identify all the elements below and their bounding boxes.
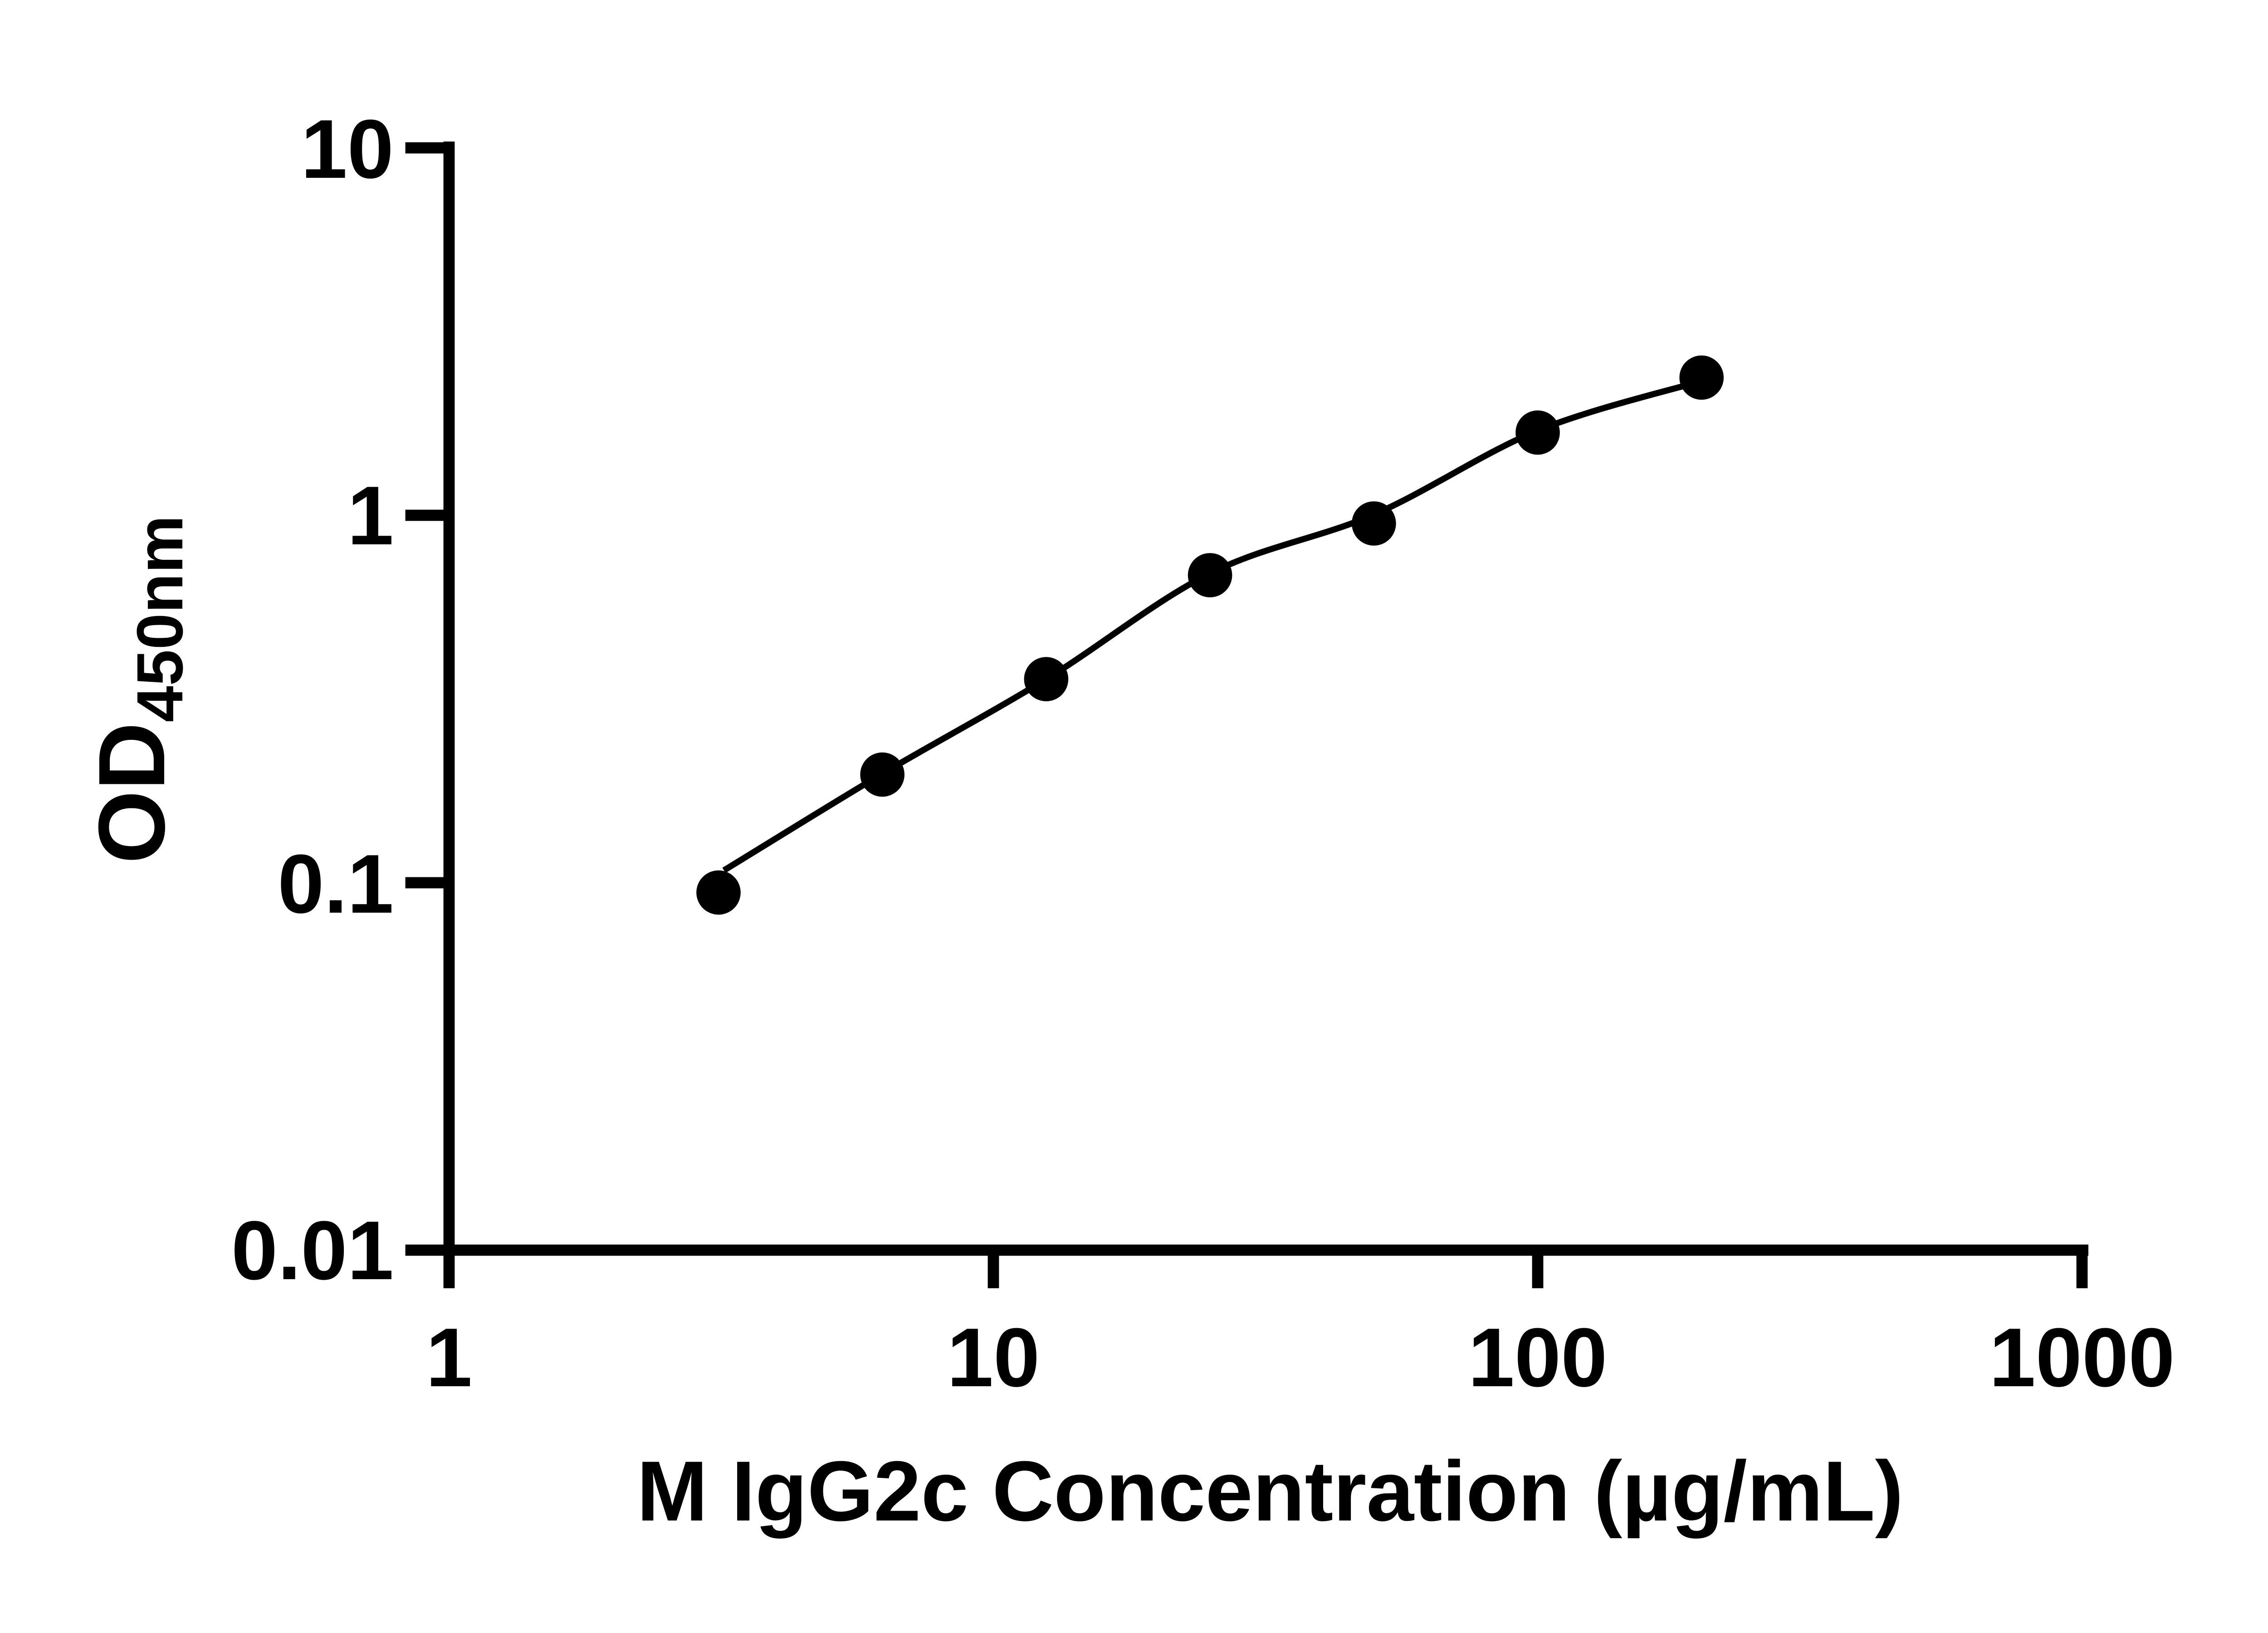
- data-point: [1679, 355, 1724, 400]
- y-tick-label-1: 1: [347, 468, 394, 562]
- axes: [443, 142, 2088, 1256]
- tick-marks: [405, 142, 2088, 1288]
- y-axis-title: OD450nm: [81, 515, 197, 864]
- x-tick-label-10: 10: [947, 1310, 1040, 1404]
- fit-curve: [722, 378, 1703, 873]
- x-tick-label-100: 100: [1468, 1310, 1608, 1404]
- y-tick-label-10: 10: [301, 101, 394, 195]
- x-tick-label-1: 1: [425, 1310, 473, 1404]
- y-axis-title-main: OD: [81, 722, 186, 864]
- data-point: [860, 752, 904, 797]
- data-point: [1515, 410, 1560, 455]
- data-points: [696, 355, 1724, 915]
- data-point: [1352, 501, 1396, 546]
- y-tick-label-0p1: 0.1: [278, 836, 394, 930]
- data-point: [1024, 657, 1069, 701]
- x-tick-label-1000: 1000: [1989, 1310, 2175, 1404]
- data-point: [1188, 553, 1232, 597]
- data-point: [696, 870, 741, 915]
- y-axis-title-subscript: 450nm: [122, 515, 197, 723]
- x-axis-title: M IgG2c Concentration (µg/mL): [636, 1442, 1904, 1539]
- y-tick-label-0p01: 0.01: [231, 1203, 394, 1297]
